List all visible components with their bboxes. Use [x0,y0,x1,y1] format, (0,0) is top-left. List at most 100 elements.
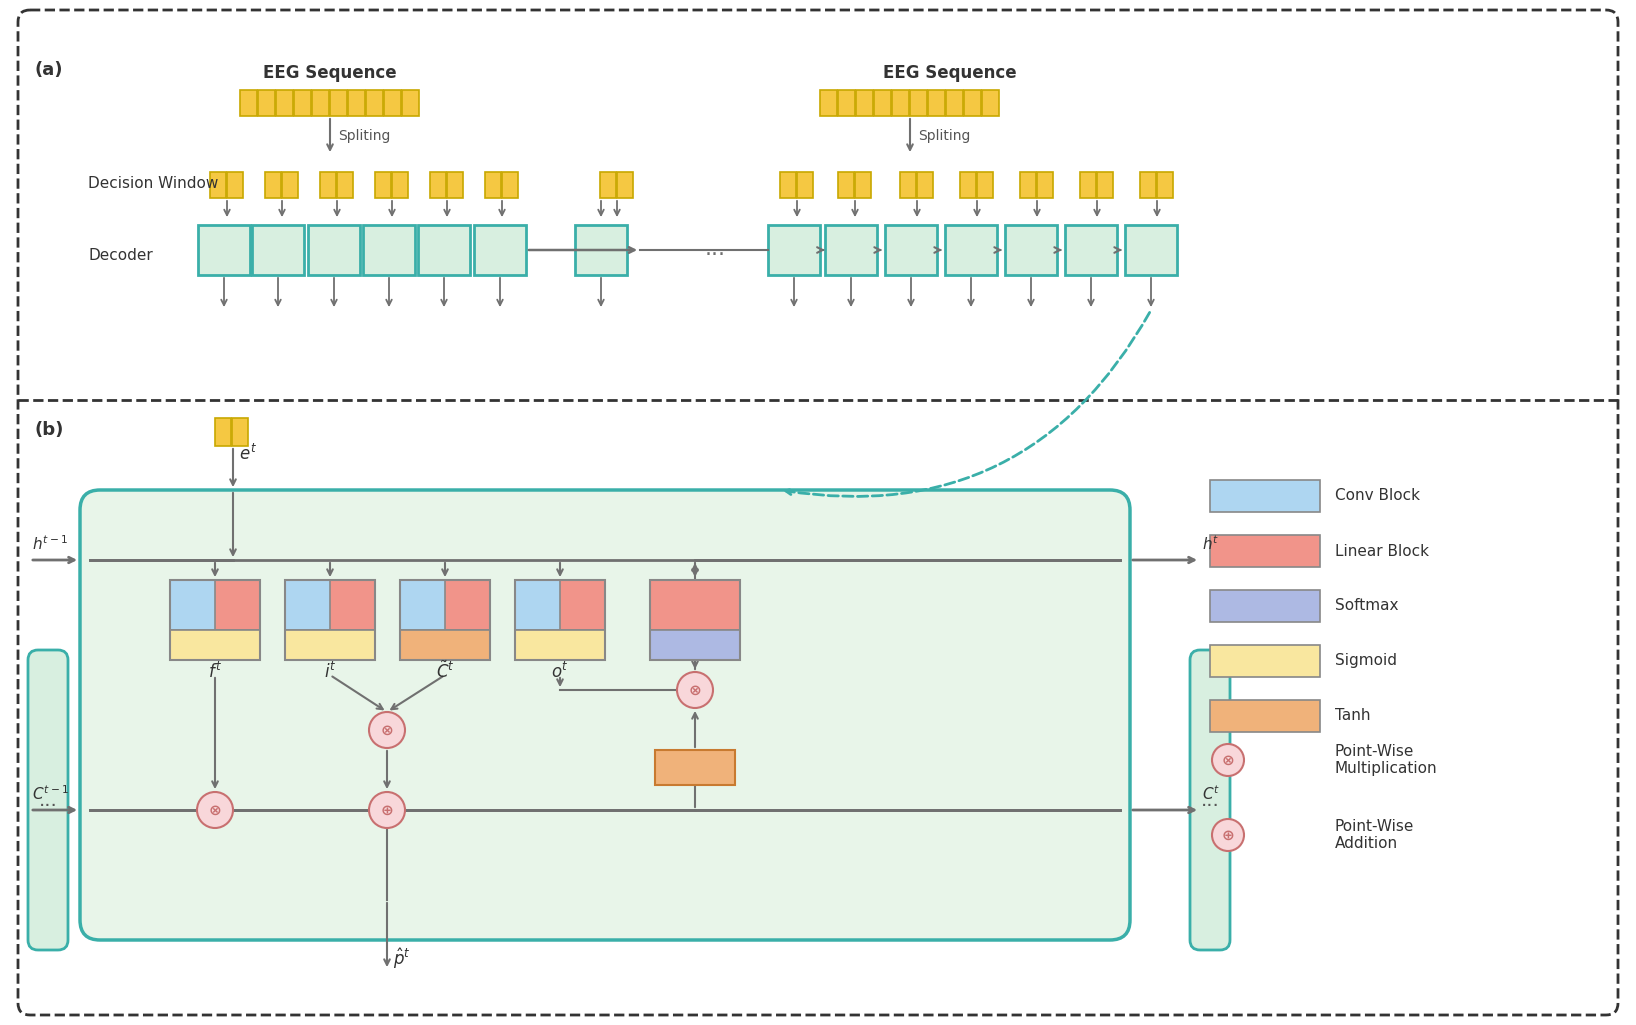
Text: $\tilde{C}^t$: $\tilde{C}^t$ [435,661,455,682]
Text: $C^t$: $C^t$ [1202,784,1220,803]
FancyBboxPatch shape [838,90,856,116]
FancyBboxPatch shape [330,580,375,630]
FancyBboxPatch shape [1065,226,1117,275]
Text: $\hat{p}^t$: $\hat{p}^t$ [393,946,411,971]
Circle shape [370,712,406,748]
FancyBboxPatch shape [214,418,231,446]
FancyBboxPatch shape [384,90,401,116]
FancyBboxPatch shape [214,580,260,630]
FancyBboxPatch shape [330,90,347,116]
FancyBboxPatch shape [892,90,910,116]
FancyBboxPatch shape [856,172,870,198]
FancyBboxPatch shape [1211,590,1320,622]
FancyBboxPatch shape [574,226,627,275]
Text: Conv Block: Conv Block [1335,489,1420,503]
Text: Sigmoid: Sigmoid [1335,654,1397,668]
FancyBboxPatch shape [399,580,491,630]
FancyBboxPatch shape [276,90,293,116]
Circle shape [196,792,232,828]
FancyBboxPatch shape [964,90,982,116]
FancyBboxPatch shape [28,650,69,950]
FancyBboxPatch shape [885,226,937,275]
FancyBboxPatch shape [348,90,365,116]
FancyBboxPatch shape [18,10,1618,1015]
FancyBboxPatch shape [265,172,281,198]
FancyBboxPatch shape [1211,645,1320,676]
FancyBboxPatch shape [910,90,928,116]
FancyBboxPatch shape [285,630,375,660]
Circle shape [677,672,713,708]
Text: (b): (b) [34,421,64,439]
Circle shape [370,792,406,828]
FancyBboxPatch shape [294,90,311,116]
FancyBboxPatch shape [982,90,1000,116]
Text: EEG Sequence: EEG Sequence [263,64,398,82]
FancyBboxPatch shape [649,630,739,660]
FancyBboxPatch shape [1126,226,1176,275]
FancyBboxPatch shape [1037,172,1054,198]
Text: ...: ... [1201,790,1219,810]
FancyBboxPatch shape [484,172,501,198]
Text: ⊕: ⊕ [381,803,393,818]
FancyBboxPatch shape [337,172,353,198]
FancyBboxPatch shape [393,172,407,198]
FancyBboxPatch shape [1080,172,1096,198]
Text: Tanh: Tanh [1335,708,1371,724]
Text: ⊗: ⊗ [1222,752,1235,768]
FancyBboxPatch shape [447,172,463,198]
FancyBboxPatch shape [366,90,383,116]
FancyBboxPatch shape [1157,172,1173,198]
FancyBboxPatch shape [767,226,820,275]
FancyBboxPatch shape [198,226,250,275]
Text: $i^t$: $i^t$ [324,662,337,682]
FancyBboxPatch shape [399,630,491,660]
FancyBboxPatch shape [1211,480,1320,512]
Text: ⊕: ⊕ [1222,827,1235,843]
FancyBboxPatch shape [874,90,892,116]
FancyBboxPatch shape [363,226,416,275]
FancyBboxPatch shape [1098,172,1112,198]
FancyBboxPatch shape [445,580,491,630]
Text: ...: ... [705,239,725,259]
FancyBboxPatch shape [1211,535,1320,567]
FancyBboxPatch shape [838,172,854,198]
FancyBboxPatch shape [928,90,946,116]
FancyBboxPatch shape [227,172,244,198]
FancyBboxPatch shape [474,226,527,275]
FancyBboxPatch shape [797,172,813,198]
Text: $o^t$: $o^t$ [551,662,569,682]
FancyBboxPatch shape [780,172,797,198]
Text: Decoder: Decoder [88,247,152,262]
FancyBboxPatch shape [258,90,275,116]
Text: Linear Block: Linear Block [1335,543,1428,559]
FancyBboxPatch shape [170,580,260,630]
FancyBboxPatch shape [820,90,838,116]
FancyBboxPatch shape [252,226,304,275]
FancyBboxPatch shape [649,580,739,630]
Text: ...: ... [39,790,57,810]
FancyBboxPatch shape [856,90,874,116]
Circle shape [1212,744,1243,776]
Text: EEG Sequence: EEG Sequence [883,64,1018,82]
FancyBboxPatch shape [321,172,335,198]
FancyBboxPatch shape [515,580,605,630]
FancyBboxPatch shape [308,226,360,275]
FancyBboxPatch shape [1005,226,1057,275]
FancyBboxPatch shape [419,226,470,275]
FancyBboxPatch shape [430,172,447,198]
FancyBboxPatch shape [1189,650,1230,950]
FancyBboxPatch shape [946,90,964,116]
Text: $e^t$: $e^t$ [239,444,257,464]
FancyBboxPatch shape [900,172,916,198]
FancyBboxPatch shape [80,490,1130,940]
Text: $h^t$: $h^t$ [1202,534,1219,554]
Text: Point-Wise
Addition: Point-Wise Addition [1335,819,1415,851]
FancyBboxPatch shape [312,90,329,116]
FancyBboxPatch shape [1140,172,1157,198]
FancyBboxPatch shape [240,90,257,116]
Text: (a): (a) [34,62,64,79]
FancyBboxPatch shape [600,172,617,198]
FancyBboxPatch shape [402,90,419,116]
FancyBboxPatch shape [617,172,633,198]
FancyBboxPatch shape [960,172,977,198]
